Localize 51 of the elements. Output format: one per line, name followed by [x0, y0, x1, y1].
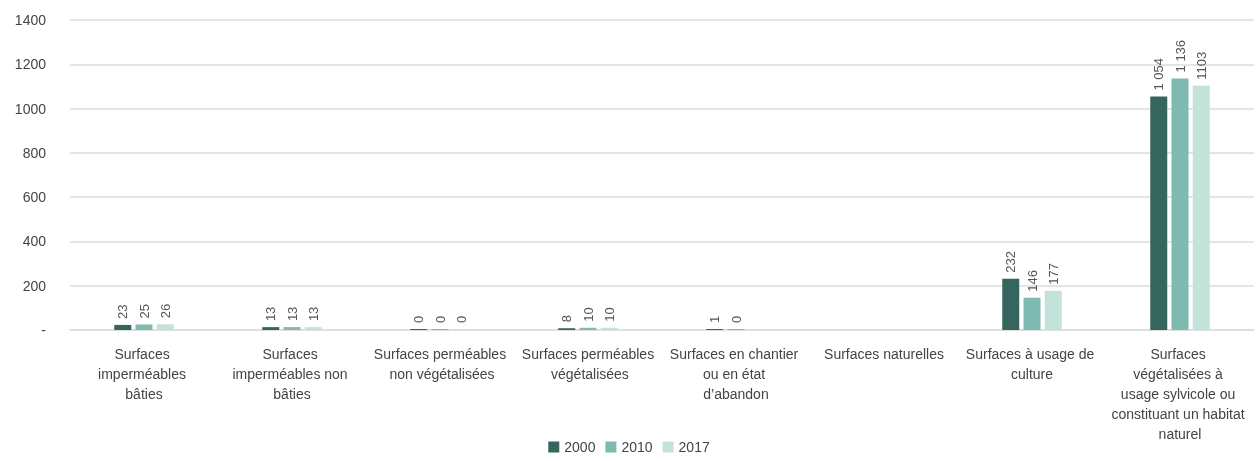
bar — [1002, 278, 1020, 330]
x-tick-label: Surfaces à usage de culture — [965, 346, 1099, 382]
x-tick-label: Surfaces végétalisées à usage sylvicole ou constituant un habitat naturel — [1111, 346, 1249, 442]
bar — [114, 324, 132, 330]
x-tick-label: Surfaces imperméables bâties — [98, 346, 190, 402]
legend-label: 2017 — [678, 439, 710, 455]
data-label: 0 — [453, 315, 469, 323]
bar — [1023, 297, 1041, 330]
y-tick-label: 200 — [22, 277, 47, 294]
data-label: 1 — [707, 315, 723, 323]
y-tick-label: 400 — [22, 233, 47, 250]
data-label: 1103 — [1193, 51, 1209, 80]
data-label: 8 — [559, 314, 575, 323]
x-tick-label: Surfaces en chantier ou en état d’abandon — [669, 346, 803, 402]
y-tick-label: 1200 — [14, 56, 47, 73]
data-label: 23 — [115, 304, 131, 319]
data-label: 1 136 — [1172, 39, 1188, 73]
y-tick-label: - — [41, 322, 47, 338]
data-label: 0 — [411, 315, 427, 323]
bar — [262, 327, 280, 330]
data-label: 13 — [305, 306, 321, 322]
data-label: 177 — [1045, 263, 1061, 285]
bar — [1192, 85, 1210, 330]
x-tick-label: Surfaces perméables non végétalisées — [373, 346, 507, 382]
bar — [1044, 290, 1062, 330]
y-tick-label: 1400 — [14, 12, 47, 28]
y-tick-label: 600 — [22, 189, 47, 206]
bar — [1150, 96, 1168, 330]
y-tick-label: 800 — [22, 144, 47, 161]
bar — [283, 327, 301, 330]
data-label: 10 — [601, 307, 617, 322]
x-tick-label: Surfaces imperméables non bâties — [232, 346, 352, 402]
x-tick-label: Surfaces naturelles — [824, 346, 944, 362]
data-label: 13 — [284, 306, 300, 322]
bar — [135, 324, 153, 330]
legend-label: 2010 — [621, 439, 653, 455]
data-label: 1 054 — [1151, 58, 1167, 91]
bar — [156, 324, 174, 330]
data-label: 0 — [432, 315, 448, 323]
data-label: 10 — [580, 307, 596, 322]
legend-label: 2000 — [564, 439, 596, 455]
bar — [304, 327, 322, 330]
data-label: 0 — [728, 315, 744, 323]
data-label: 146 — [1024, 269, 1040, 292]
data-label: 25 — [136, 304, 152, 319]
x-tick-label: Surfaces perméables végétalisées — [521, 346, 655, 382]
data-label: 13 — [263, 306, 279, 322]
data-label: 26 — [157, 303, 173, 319]
data-label: 232 — [1003, 250, 1019, 273]
y-tick-label: 1000 — [14, 100, 47, 117]
bar — [1171, 78, 1189, 330]
